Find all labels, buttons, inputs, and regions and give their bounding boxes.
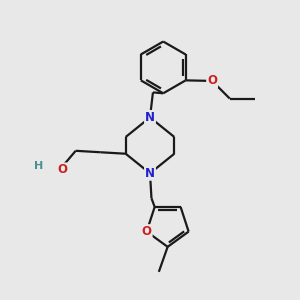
Text: O: O (57, 164, 67, 176)
Text: O: O (142, 225, 152, 238)
Text: N: N (145, 167, 155, 180)
Text: N: N (145, 111, 155, 124)
Text: H: H (34, 160, 44, 170)
Text: O: O (207, 74, 217, 87)
